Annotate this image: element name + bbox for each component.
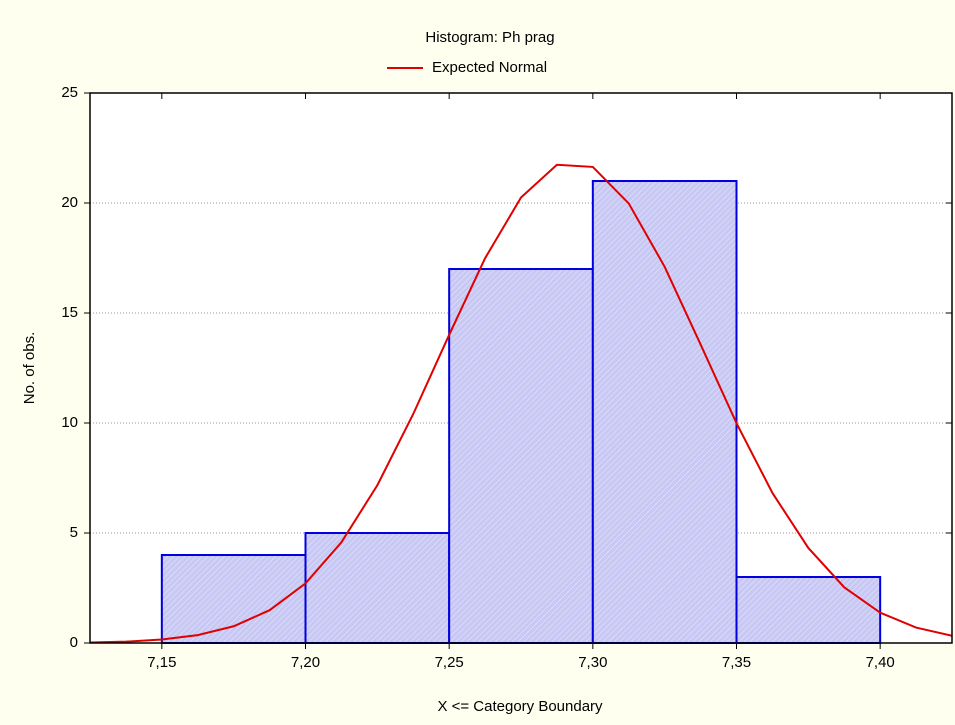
bar [591, 180, 738, 644]
bar [304, 532, 451, 644]
chart-title: Histogram: Ph prag [425, 29, 554, 46]
y-tick-label: 20 [61, 194, 78, 211]
x-axis-label: X <= Category Boundary [437, 698, 603, 715]
normal-curve [90, 163, 952, 643]
y-tick-label: 0 [70, 634, 78, 651]
x-tick-label: 7,30 [578, 654, 607, 671]
x-tick-label: 7,15 [147, 654, 176, 671]
y-tick-label: 25 [61, 84, 78, 101]
x-tick-label: 7,25 [435, 654, 464, 671]
x-tick-label: 7,40 [866, 654, 895, 671]
legend-label: Expected Normal [432, 59, 547, 76]
bar [735, 576, 882, 644]
bar [160, 554, 307, 644]
plot-frame [89, 92, 953, 644]
bar [448, 268, 594, 644]
y-tick-label: 5 [70, 524, 78, 541]
x-tick-label: 7,35 [722, 654, 751, 671]
y-axis-label: No. of obs. [21, 332, 38, 405]
x-tick-label: 7,20 [291, 654, 320, 671]
y-tick-label: 10 [61, 414, 78, 431]
y-tick-label: 15 [61, 304, 78, 321]
